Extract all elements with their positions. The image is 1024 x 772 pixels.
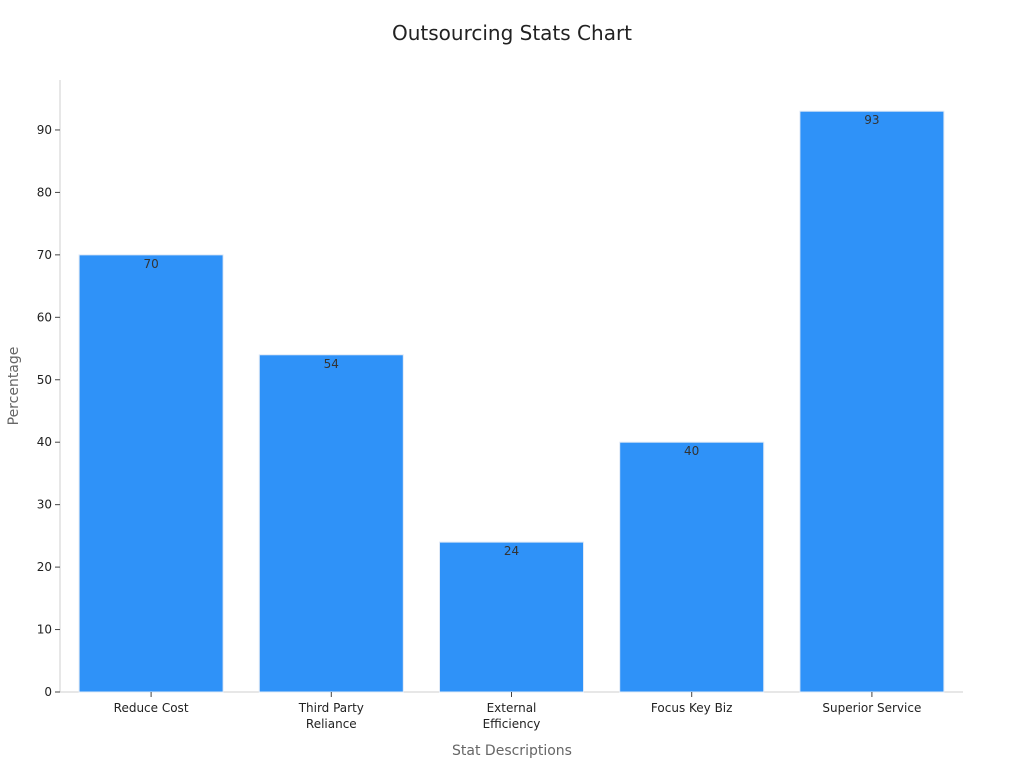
x-tick-label-line: Focus Key Biz: [651, 701, 733, 715]
x-tick-label: External Efficiency: [483, 701, 541, 731]
chart-title: Outsourcing Stats Chart: [392, 21, 632, 45]
bar: [258, 354, 404, 693]
bars: [78, 110, 945, 693]
bar-value-label: 40: [684, 444, 699, 458]
y-tick-label: 70: [37, 248, 52, 262]
x-tick-label: Focus Key Biz: [651, 701, 733, 715]
x-tick-label-line: Third Party: [298, 701, 364, 715]
y-tick-label: 60: [37, 310, 52, 324]
y-tick-label: 90: [37, 123, 52, 137]
bar-value-label: 93: [864, 113, 879, 127]
x-tick-label: Superior Service: [822, 701, 921, 715]
bar-value-labels: 70 54 24 40 93: [143, 113, 879, 558]
x-tick-label-line: External: [487, 701, 537, 715]
x-tick-label-line: Efficiency: [483, 717, 541, 731]
x-tick-labels: Reduce Cost Third Party Reliance External Ef…: [114, 692, 921, 731]
y-tick-label: 80: [37, 185, 52, 199]
y-tick-label: 40: [37, 435, 52, 449]
x-tick-label: Third Party Reliance: [298, 701, 364, 731]
y-tick-label: 50: [37, 373, 52, 387]
bar-value-label: 54: [324, 357, 339, 371]
bar-value-label: 24: [504, 544, 519, 558]
x-tick-label-line: Reduce Cost: [114, 701, 189, 715]
bar: [619, 441, 765, 693]
bar: [799, 110, 945, 693]
y-tick-label: 0: [44, 685, 52, 699]
bar: [78, 254, 224, 693]
y-tick-labels: 0 10 20 30 40 50 60 70 80 90: [37, 123, 60, 699]
y-tick-label: 30: [37, 498, 52, 512]
x-tick-label: Reduce Cost: [114, 701, 189, 715]
bar: [439, 541, 584, 693]
x-tick-label-line: Superior Service: [822, 701, 921, 715]
bar-value-label: 70: [143, 257, 158, 271]
y-tick-label: 20: [37, 560, 52, 574]
y-axis-label: Percentage: [6, 347, 22, 426]
x-axis-label: Stat Descriptions: [452, 743, 572, 759]
x-tick-label-line: Reliance: [306, 717, 357, 731]
y-tick-label: 10: [37, 623, 52, 637]
